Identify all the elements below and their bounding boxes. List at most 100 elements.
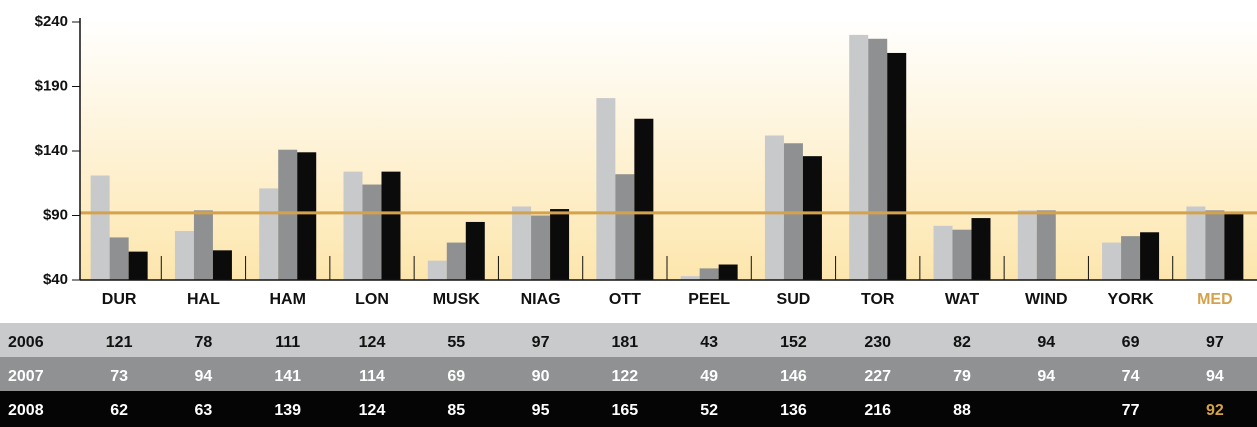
table-value: 78	[195, 334, 213, 351]
table-value: 94	[1037, 368, 1055, 385]
bar	[699, 268, 719, 280]
table-value: 88	[953, 402, 971, 419]
table-value: 141	[274, 368, 301, 385]
x-tick-label: TOR	[861, 291, 895, 308]
bar	[718, 264, 738, 280]
table-value: 227	[864, 368, 891, 385]
table-row	[0, 391, 1257, 427]
bar	[297, 152, 317, 280]
table-value: 152	[780, 334, 807, 351]
table-value: 69	[1122, 334, 1140, 351]
x-tick-label: OTT	[609, 291, 641, 308]
bar	[680, 276, 700, 280]
table-value: 63	[195, 402, 213, 419]
table-value: 55	[447, 334, 465, 351]
table-value: 97	[1206, 334, 1224, 351]
table-value: 62	[110, 402, 128, 419]
table-value: 74	[1122, 368, 1140, 385]
table-value: 181	[612, 334, 639, 351]
bar	[128, 251, 148, 280]
table-value: 230	[864, 334, 891, 351]
bar	[1224, 212, 1244, 280]
table-value: 79	[953, 368, 971, 385]
bar	[278, 149, 298, 280]
x-tick-label: HAM	[269, 291, 305, 308]
table-value: 73	[110, 368, 128, 385]
x-tick-label: SUD	[777, 291, 811, 308]
table-value: 136	[780, 402, 807, 419]
bar	[446, 242, 466, 280]
bar	[512, 206, 532, 280]
x-tick-label: MUSK	[433, 291, 481, 308]
bar	[259, 188, 279, 280]
bar	[1121, 236, 1141, 280]
bar	[362, 184, 382, 280]
bar	[465, 221, 485, 280]
table-value: 124	[359, 334, 386, 351]
bar	[764, 135, 784, 280]
x-tick-label: PEEL	[688, 291, 730, 308]
bar	[634, 118, 654, 280]
table-value: 43	[700, 334, 718, 351]
x-tick-label: WAT	[945, 291, 980, 308]
bar	[615, 174, 635, 280]
table-value: 52	[700, 402, 718, 419]
table-value: 139	[274, 402, 301, 419]
row-label: 2006	[8, 334, 44, 351]
bar	[868, 38, 888, 280]
table-value: 94	[1206, 368, 1224, 385]
bar	[1205, 210, 1225, 280]
table-value: 77	[1122, 402, 1140, 419]
table-value: 122	[612, 368, 639, 385]
bar	[1140, 232, 1160, 280]
x-tick-label: MED	[1197, 291, 1233, 308]
table-row	[0, 323, 1257, 357]
y-tick-label: $90	[43, 206, 68, 223]
bar	[887, 52, 907, 281]
table-value: 124	[359, 402, 386, 419]
bar	[109, 237, 129, 280]
y-tick-label: $190	[35, 77, 68, 94]
table-value: 216	[864, 402, 891, 419]
y-tick-label: $40	[43, 271, 68, 288]
bar	[427, 260, 447, 280]
bar	[212, 250, 232, 280]
x-tick-label: HAL	[187, 291, 220, 308]
table-value: 92	[1206, 402, 1224, 419]
bar	[531, 215, 551, 280]
table-value: 114	[359, 368, 385, 385]
x-tick-label: DUR	[102, 291, 137, 308]
x-tick-label: YORK	[1107, 291, 1154, 308]
bar	[174, 230, 194, 280]
bar	[933, 225, 953, 280]
bar	[849, 34, 869, 281]
bar	[952, 229, 972, 280]
table-value: 111	[275, 334, 300, 351]
table-value: 121	[106, 334, 133, 351]
bar	[802, 156, 822, 280]
bar	[1017, 210, 1037, 280]
table-value: 94	[1037, 334, 1055, 351]
bar	[381, 171, 401, 280]
bar	[1186, 206, 1206, 280]
x-tick-label: WIND	[1025, 291, 1068, 308]
x-tick-label: NIAG	[521, 291, 561, 308]
table-value: 165	[612, 402, 639, 419]
plot-background	[80, 18, 1257, 280]
bar	[1102, 242, 1122, 280]
bar	[90, 175, 110, 280]
table-value: 94	[195, 368, 213, 385]
table-value: 85	[447, 402, 465, 419]
row-label: 2007	[8, 368, 44, 385]
row-label: 2008	[8, 402, 44, 419]
table-value: 90	[532, 368, 550, 385]
bar	[550, 209, 570, 280]
bar	[971, 218, 991, 280]
table-value: 97	[532, 334, 550, 351]
table-value: 49	[700, 368, 718, 385]
bar	[343, 171, 363, 280]
table-row	[0, 357, 1257, 391]
y-tick-label: $140	[35, 142, 68, 159]
table-value: 146	[780, 368, 807, 385]
